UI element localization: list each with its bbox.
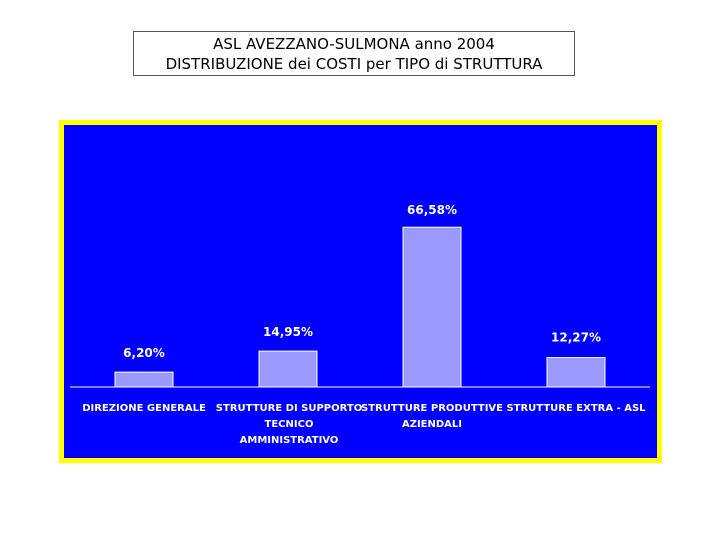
chart-area — [59, 120, 662, 463]
category-label-3-line-1: STRUTTURE PRODUTTIVE — [361, 403, 503, 414]
title-line-1: ASL AVEZZANO-SULMONA anno 2004 — [213, 35, 495, 53]
bar-1 — [114, 371, 174, 388]
category-label-3-line-2: AZIENDALI — [402, 419, 462, 430]
title-line-2: DISTRIBUZIONE dei COSTI per TIPO di STRU… — [165, 55, 543, 73]
data-label-1: 6,20% — [123, 346, 165, 360]
category-label-4-line-1: STRUTTURE EXTRA - ASL — [506, 403, 646, 414]
category-label-2-line-2: TECNICO — [265, 419, 314, 430]
bar-3 — [402, 226, 462, 388]
data-label-4: 12,27% — [551, 331, 601, 345]
category-label-2-line-1: STRUTTURE DI SUPPORTO — [216, 403, 362, 414]
data-label-3: 66,58% — [407, 203, 457, 217]
category-label-2-line-3: AMMINISTRATIVO — [240, 435, 339, 446]
category-label-1-line-1: DIREZIONE GENERALE — [82, 403, 206, 414]
bar-4 — [546, 357, 606, 388]
bar-2 — [258, 350, 318, 388]
chart-title: ASL AVEZZANO-SULMONA anno 2004 DISTRIBUZ… — [133, 31, 575, 76]
data-label-2: 14,95% — [263, 325, 313, 339]
